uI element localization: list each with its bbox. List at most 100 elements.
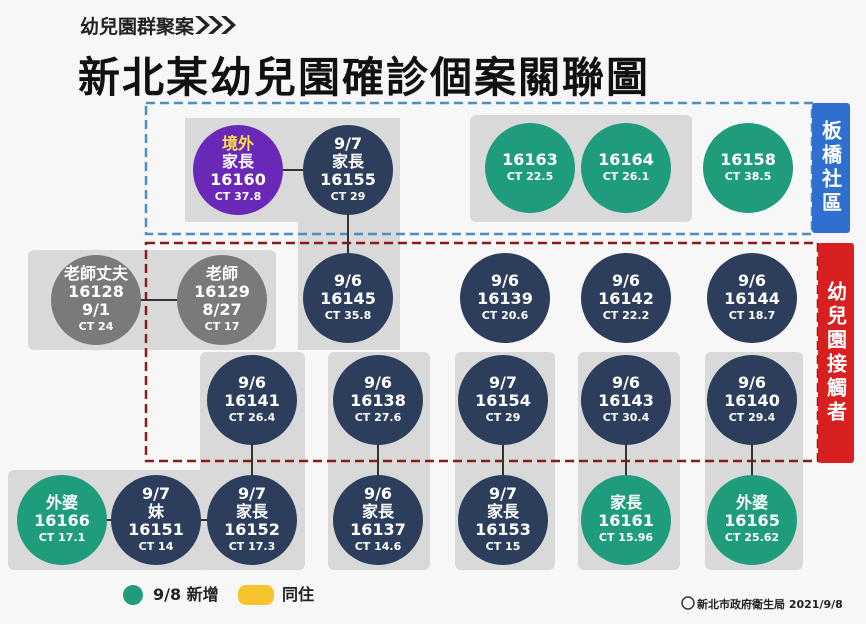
node-text: 家長 (362, 502, 395, 521)
node-text: 境外 (222, 134, 254, 153)
node-text: CT 17.3 (229, 540, 276, 553)
node-circle (177, 255, 267, 345)
node-text: 16153 (475, 520, 531, 539)
node-text: 16164 (598, 150, 654, 169)
node-text: 16161 (598, 511, 654, 530)
node-text: 9/7 (334, 134, 362, 153)
node-text: 8/27 (202, 300, 241, 319)
node-circle (303, 253, 393, 343)
node-circle (333, 355, 423, 445)
node-text: CT 37.8 (215, 190, 262, 203)
node-circle (458, 355, 548, 445)
node-text: 家長 (236, 502, 269, 521)
node-text: CT 22.5 (507, 170, 554, 183)
node-text: CT 22.2 (603, 309, 650, 322)
group-tag: 板橋社區 (812, 103, 850, 233)
node-text: 16140 (724, 391, 780, 410)
node-text: 家長 (610, 493, 643, 512)
node-text: 9/6 (491, 271, 519, 290)
node-text: 9/6 (612, 373, 640, 392)
node-text: CT 14.6 (355, 540, 402, 553)
node-text: 16151 (128, 520, 184, 539)
node-text: CT 17 (205, 320, 240, 333)
node-text: 16128 (68, 282, 124, 301)
node-text: 9/6 (738, 271, 766, 290)
node-text: CT 14 (139, 540, 174, 553)
node-text: CT 29.4 (729, 411, 776, 424)
node-circle (460, 253, 550, 343)
node-text: 家長 (332, 152, 365, 171)
node-text: 9/7 (142, 484, 170, 503)
node-text: CT 15 (486, 540, 521, 553)
node-text: 16163 (502, 150, 558, 169)
node-text: 9/6 (364, 484, 392, 503)
node-circle (303, 125, 393, 215)
node-circle (193, 125, 283, 215)
node-text: 16155 (320, 170, 376, 189)
node-text: CT 38.5 (725, 170, 772, 183)
logo (681, 596, 695, 610)
node-circle (207, 355, 297, 445)
node-text: 9/7 (238, 484, 266, 503)
node-text: 16158 (720, 150, 776, 169)
node-text: CT 15.96 (599, 531, 654, 544)
node-circle (51, 255, 141, 345)
node-circle (111, 475, 201, 565)
node-text: 老師 (205, 264, 238, 283)
node-text: 16143 (598, 391, 654, 410)
node-circle (485, 123, 575, 213)
legend-swatch-household (238, 585, 274, 605)
node-text: CT 18.7 (729, 309, 776, 322)
arrows (195, 16, 236, 34)
legend-label: 9/8 新增 (153, 585, 219, 604)
node-text: CT 27.6 (355, 411, 402, 424)
title: 新北某幼兒園確診個案關聯圖 (78, 53, 651, 102)
node-text: CT 26.4 (229, 411, 276, 424)
node-text: 外婆 (735, 493, 768, 512)
node-text: 16165 (724, 511, 780, 530)
node-text: 外婆 (45, 493, 78, 512)
node-text: 9/7 (489, 484, 517, 503)
node-text: CT 29 (331, 190, 366, 203)
node-text: 16137 (350, 520, 406, 539)
node-text: CT 20.6 (482, 309, 529, 322)
node-text: CT 24 (79, 320, 114, 333)
node-circle (707, 253, 797, 343)
node-circle (707, 475, 797, 565)
node-text: CT 35.8 (325, 309, 372, 322)
node-circle (17, 475, 107, 565)
node-text: CT 25.62 (725, 531, 779, 544)
node-text: 9/7 (489, 373, 517, 392)
legend-swatch-new (123, 585, 143, 605)
node-text: 9/6 (238, 373, 266, 392)
node-circle (581, 253, 671, 343)
node-text: 16141 (224, 391, 280, 410)
node-text: 妹 (147, 502, 165, 521)
node-text: CT 29 (486, 411, 521, 424)
node-text: 16166 (34, 511, 90, 530)
contact-box (144, 241, 820, 463)
legend-label: 同住 (282, 585, 314, 604)
node-circle (581, 123, 671, 213)
node-text: 9/6 (738, 373, 766, 392)
node-circle (707, 355, 797, 445)
node-text: 16142 (598, 289, 654, 308)
node-text: 家長 (222, 152, 255, 171)
node-text: 9/6 (364, 373, 392, 392)
subtitle: 幼兒園群聚案 (80, 16, 195, 38)
